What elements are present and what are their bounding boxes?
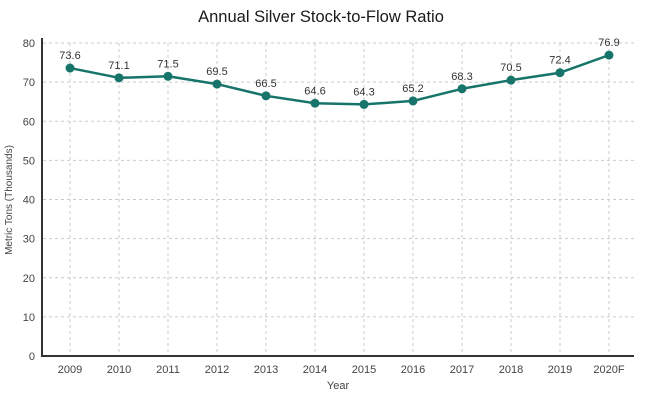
x-tick-label: 2014 bbox=[303, 364, 327, 376]
data-point-label: 71.5 bbox=[157, 58, 178, 70]
y-tick-label: 20 bbox=[23, 273, 35, 285]
chart-title: Annual Silver Stock-to-Flow Ratio bbox=[198, 8, 444, 26]
data-point bbox=[457, 84, 467, 94]
data-point bbox=[261, 91, 271, 101]
data-point-label: 65.2 bbox=[402, 83, 423, 95]
data-point-label: 71.1 bbox=[108, 60, 129, 72]
data-point bbox=[212, 79, 222, 89]
x-tick-label: 2011 bbox=[156, 364, 180, 376]
x-tick-label: 2013 bbox=[254, 364, 278, 376]
data-point-label: 73.6 bbox=[59, 50, 80, 62]
data-point bbox=[310, 98, 320, 108]
data-point-label: 68.3 bbox=[451, 71, 472, 83]
data-point bbox=[163, 71, 173, 81]
series-layer: 73.6 71.1 71.5 69.5 66.5 64.6 64.3 65.2 68.3 70.5… bbox=[59, 37, 620, 109]
x-tick-label: 2020F bbox=[593, 364, 624, 376]
data-point bbox=[604, 50, 614, 60]
x-tick-label: 2010 bbox=[107, 364, 131, 376]
data-point-label: 70.5 bbox=[500, 62, 521, 74]
data-point-label: 72.4 bbox=[549, 55, 570, 67]
tick-layer: 0 10 20 30 40 50 60 70 80 2009 2010 2011 2012 2013 201… bbox=[23, 38, 625, 376]
x-tick-label: 2018 bbox=[499, 364, 523, 376]
data-point bbox=[114, 73, 124, 83]
x-tick-label: 2019 bbox=[548, 364, 572, 376]
x-axis-title: Year bbox=[327, 380, 350, 392]
x-tick-label: 2016 bbox=[401, 364, 425, 376]
y-tick-label: 0 bbox=[29, 351, 35, 363]
y-tick-label: 60 bbox=[23, 116, 35, 128]
data-point-label: 76.9 bbox=[598, 37, 619, 49]
y-axis-title: Metric Tons (Thousands) bbox=[4, 145, 15, 255]
axis-layer bbox=[41, 38, 634, 357]
data-point bbox=[359, 99, 369, 109]
y-tick-label: 30 bbox=[23, 234, 35, 246]
x-tick-label: 2009 bbox=[58, 364, 82, 376]
data-point-label: 64.3 bbox=[353, 86, 374, 98]
y-tick-label: 80 bbox=[23, 38, 35, 50]
grid-layer bbox=[43, 42, 634, 355]
x-tick-label: 2012 bbox=[205, 364, 229, 376]
y-tick-label: 10 bbox=[23, 312, 35, 324]
data-point-label: 69.5 bbox=[206, 66, 227, 78]
y-tick-label: 50 bbox=[23, 155, 35, 167]
data-point-label: 66.5 bbox=[255, 78, 276, 90]
data-point bbox=[555, 68, 565, 78]
y-tick-label: 40 bbox=[23, 195, 35, 207]
data-point bbox=[506, 75, 516, 85]
data-point bbox=[408, 96, 418, 106]
data-point-label: 64.6 bbox=[304, 85, 325, 97]
data-point bbox=[65, 63, 75, 73]
x-tick-label: 2015 bbox=[352, 364, 376, 376]
y-tick-label: 70 bbox=[23, 77, 35, 89]
series-line bbox=[68, 53, 611, 106]
x-tick-label: 2017 bbox=[450, 364, 474, 376]
